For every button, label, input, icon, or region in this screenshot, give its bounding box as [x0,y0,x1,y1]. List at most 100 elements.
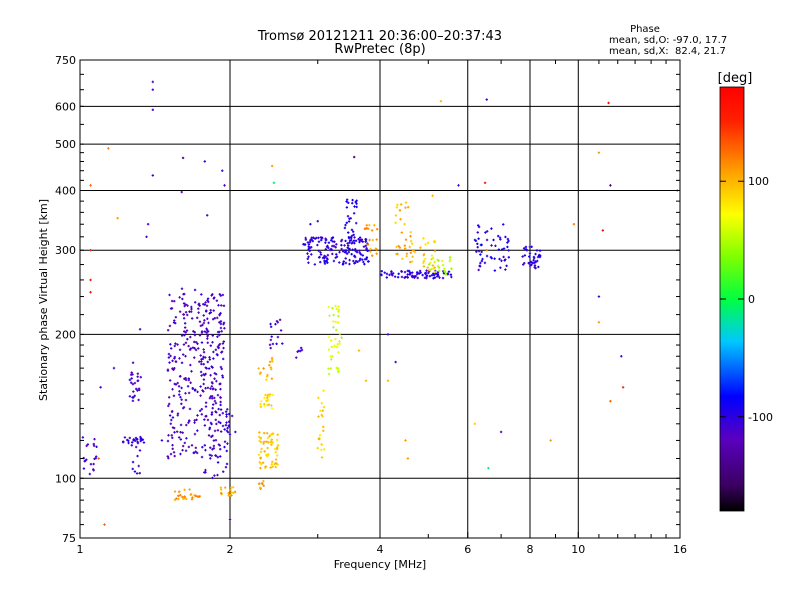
echo-point [385,272,389,276]
colorbar-tick-label: 100 [748,175,769,188]
echo-point [375,227,379,231]
echo-point [269,346,272,350]
echo-point [200,413,203,416]
echo-point [357,349,361,352]
echo-point [188,419,191,422]
echo-point [168,361,171,364]
echo-point [322,389,325,392]
echo-point [317,236,320,240]
x-tick-label: 16 [673,543,687,556]
echo-point [347,220,351,223]
echo-point [352,259,355,263]
echo-point [232,486,235,489]
echo-point [151,80,155,84]
echo-point [276,321,279,324]
echo-point [355,202,358,205]
echo-point [475,250,478,253]
echo-point [194,450,197,453]
echo-point [262,442,265,445]
echo-point [307,255,310,258]
echo-point [525,248,528,251]
echo-point [405,255,408,258]
echo-point [176,412,180,415]
echo-point [523,254,527,257]
echo-point [396,203,399,206]
echo-point [212,403,215,406]
echo-point [364,244,368,248]
echo-point [268,393,272,396]
echo-point [367,260,370,263]
echo-point [198,360,201,363]
echo-point [209,344,212,347]
echo-point [385,276,388,279]
echo-point [258,482,261,485]
echo-point [411,242,414,245]
echo-point [173,344,176,348]
echo-point [190,444,194,447]
echo-point [534,261,537,264]
echo-point [504,235,507,239]
echo-point [173,355,177,359]
echo-point [476,231,479,234]
echo-point [221,424,225,428]
echo-point [407,205,410,209]
echo-point [351,230,355,233]
echo-point [276,433,279,436]
echo-point [82,467,86,470]
echo-point [275,342,278,346]
echo-point [209,395,212,398]
echo-point [173,382,176,386]
echo-point [320,402,324,405]
echo-point [225,462,229,466]
echo-point [319,253,323,256]
echo-point [348,241,351,244]
echo-point [186,304,189,307]
echo-point [179,423,183,427]
echo-point [473,238,477,242]
echo-point [193,389,197,392]
echo-point [266,453,270,457]
echo-point [523,262,526,265]
echo-point [276,454,279,457]
echo-point [121,440,125,444]
echo-point [322,448,326,451]
echo-point [174,342,177,345]
echo-point [138,328,142,331]
echo-point [145,235,148,239]
echo-point [177,497,180,501]
echo-point [334,337,337,341]
echo-point [171,367,174,370]
echo-point [358,249,361,252]
echo-point [206,299,209,302]
echo-point [183,304,186,308]
echo-point [403,270,407,274]
echo-point [358,251,362,255]
echo-point [318,433,322,437]
echo-point [197,311,200,314]
echo-point [325,245,329,249]
echo-point [322,429,325,433]
echo-point [223,440,227,443]
echo-point [268,343,272,347]
echo-point [204,405,208,408]
echo-point [211,382,214,385]
echo-point [351,201,354,205]
echo-point [521,263,525,266]
echo-point [203,471,206,474]
echo-point [259,457,262,460]
echo-point [206,341,209,344]
echo-point [356,260,359,264]
echo-point [266,440,270,444]
echo-point [433,270,437,274]
echo-point [323,254,326,258]
echo-point [130,444,133,447]
echo-point [210,422,213,426]
echo-point [137,464,140,468]
echo-point [438,276,441,279]
echo-point [448,258,452,261]
echo-point [348,247,351,251]
echo-point [361,240,364,243]
echo-point [176,381,179,385]
echo-point [276,444,279,448]
echo-point [279,329,283,332]
